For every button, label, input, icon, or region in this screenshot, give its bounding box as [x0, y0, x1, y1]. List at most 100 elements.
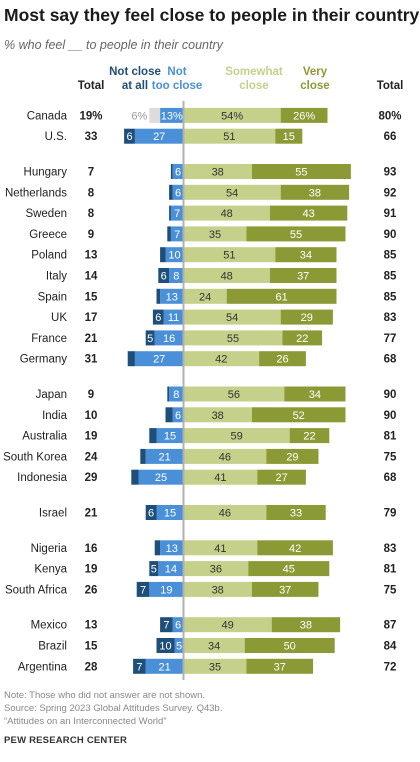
data-label-not-close-at-all: 6% [131, 110, 147, 122]
data-label-very-close: 33 [290, 508, 302, 520]
bar-not-too-close [134, 351, 184, 367]
data-label-very-close: 55 [290, 229, 302, 241]
total-not-close-value: 9 [88, 389, 94, 401]
header-not-close-at-all: at all [122, 80, 148, 92]
data-label-somewhat-close: 46 [219, 508, 231, 520]
bar-not-too-close [165, 247, 184, 263]
header-total-right: Total [377, 80, 404, 92]
total-close-value: 85 [384, 250, 397, 262]
diverging-bar-chart: Total Not close at all Not too close Somewhat… [3, 66, 404, 680]
bar-not-close-at-all [124, 128, 135, 144]
total-close-value: 77 [384, 333, 397, 345]
bar-very-close [266, 505, 326, 520]
country-label: UK [51, 312, 67, 324]
bar-not-close-at-all [152, 309, 164, 325]
data-label-not-too-close: 7 [174, 208, 180, 220]
total-not-close-value: 24 [85, 451, 98, 463]
country-label: France [31, 333, 67, 345]
bar-very-close [266, 448, 319, 464]
bar-somewhat-close [183, 638, 245, 653]
country-label: Australia [22, 431, 67, 443]
bar-very-close [251, 164, 351, 179]
data-label-somewhat-close: 46 [219, 451, 231, 463]
bar-not-close-at-all [136, 581, 150, 597]
country-label: Hungary [24, 167, 68, 179]
data-label-not-close-at-all: 6 [161, 271, 167, 283]
header-not-close-at-all: Not close [109, 66, 161, 78]
bar-somewhat-close [183, 561, 249, 577]
bar-not-close-at-all [169, 205, 171, 221]
data-label-not-too-close: 21 [158, 451, 170, 463]
bar-somewhat-close [183, 107, 281, 123]
bar-somewhat-close [183, 448, 267, 464]
bar-not-too-close [160, 107, 184, 123]
bar-not-too-close [160, 540, 184, 556]
data-label-not-too-close: 21 [158, 661, 170, 673]
bar-very-close [282, 330, 323, 346]
data-label-not-too-close: 5 [176, 641, 182, 653]
data-label-not-too-close: 15 [164, 508, 176, 520]
data-label-not-too-close: 8 [173, 271, 179, 283]
data-label-somewhat-close: 41 [214, 472, 226, 484]
bar-not-close-at-all [140, 448, 146, 464]
bar-not-close-at-all [149, 107, 161, 123]
country-label: Germany [20, 354, 68, 366]
data-label-not-too-close: 15 [164, 431, 176, 443]
total-not-close-value: 14 [85, 271, 98, 283]
bar-not-too-close [156, 505, 184, 520]
data-label-very-close: 26% [293, 110, 315, 122]
total-not-close-value: 21 [85, 333, 98, 345]
total-close-value: 75 [384, 451, 397, 463]
header-somewhat-close: Somewhat [225, 66, 283, 78]
bar-somewhat-close [183, 128, 276, 144]
data-label-very-close: 22 [296, 333, 308, 345]
data-label-very-close: 50 [284, 641, 296, 653]
data-label-somewhat-close: 36 [210, 564, 222, 576]
bar-not-too-close [134, 128, 184, 144]
total-close-value: 87 [384, 620, 397, 632]
bar-not-close-at-all [133, 658, 146, 674]
country-label: South Africa [5, 584, 68, 596]
bar-very-close [280, 184, 350, 200]
data-label-somewhat-close: 59 [230, 431, 242, 443]
total-close-value: 90 [384, 229, 397, 241]
total-not-close-value: 7 [88, 167, 94, 179]
total-close-value: 93 [384, 167, 397, 179]
data-label-somewhat-close: 35 [209, 661, 221, 673]
bar-very-close [284, 386, 346, 402]
data-label-somewhat-close: 41 [214, 543, 226, 555]
note-text: Note: Those who did not answer are not s… [4, 690, 206, 701]
total-close-value: 68 [384, 354, 397, 366]
bar-not-too-close [138, 469, 184, 485]
data-label-somewhat-close: 35 [209, 229, 221, 241]
bar-very-close [251, 407, 346, 423]
bar-not-too-close [170, 226, 184, 242]
data-label-not-close-at-all: 7 [140, 584, 146, 596]
bar-not-too-close [158, 561, 184, 577]
data-label-not-too-close: 14 [165, 564, 177, 576]
data-label-somewhat-close: 55 [227, 333, 239, 345]
total-not-close-value: 17 [85, 312, 98, 324]
total-not-close-value: 13 [85, 250, 98, 262]
country-label: Mexico [31, 620, 67, 632]
source-text: Source: Spring 2023 Global Attitudes Sur… [4, 703, 223, 714]
bar-somewhat-close [183, 309, 281, 325]
bar-not-too-close [163, 309, 184, 325]
total-close-value: 81 [384, 431, 397, 443]
bar-not-too-close [156, 428, 184, 444]
bar-not-too-close [154, 330, 184, 346]
bar-somewhat-close [183, 386, 285, 402]
bar-very-close [257, 540, 333, 556]
bar-not-too-close [172, 164, 184, 179]
data-label-not-close-at-all: 7 [163, 620, 169, 632]
data-label-very-close: 52 [293, 410, 305, 422]
bar-not-close-at-all [156, 638, 175, 653]
data-label-somewhat-close: 42 [215, 354, 227, 366]
data-label-very-close: 34 [309, 389, 321, 401]
bar-not-too-close [172, 617, 184, 633]
total-not-close-value: 16 [85, 543, 98, 555]
bar-not-close-at-all [158, 268, 170, 283]
data-label-somewhat-close: 56 [228, 389, 240, 401]
data-label-very-close: 37 [297, 271, 309, 283]
organization-name: PEW RESEARCH CENTER [4, 735, 128, 746]
